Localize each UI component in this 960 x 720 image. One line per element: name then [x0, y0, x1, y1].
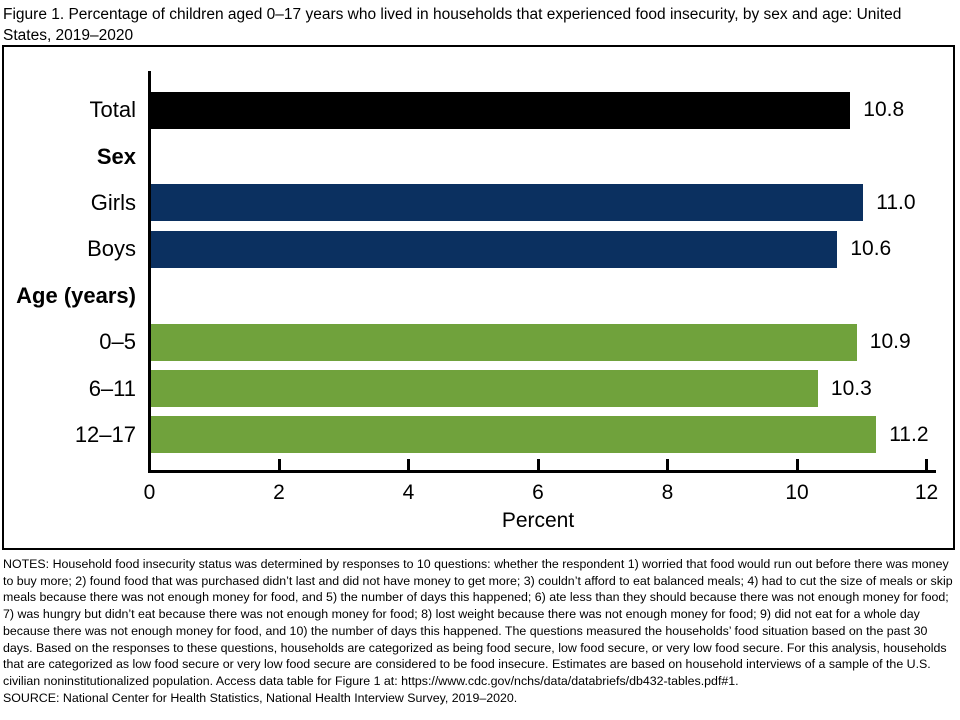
- category-label-girls: Girls: [90, 189, 136, 215]
- figure-title: Figure 1. Percentage of children aged 0–…: [3, 6, 902, 44]
- x-tick-label-8: 8: [661, 481, 674, 504]
- bar-row-0-5: 0–5 10.9: [4, 319, 953, 365]
- value-label-6-11: 10.3: [830, 376, 872, 400]
- bar-row-boys: Boys 10.6: [4, 226, 953, 272]
- value-label-0-5: 10.9: [869, 330, 911, 354]
- category-label-boys: Boys: [87, 236, 136, 262]
- bar-track-sex: [151, 138, 953, 175]
- bar-boys: 10.6: [151, 230, 891, 268]
- x-tick-6: [536, 459, 540, 470]
- bar-12-17: 11.2: [151, 416, 929, 454]
- bar-track-girls: 11.0: [151, 184, 953, 222]
- bar-row-girls: Girls 11.0: [4, 180, 953, 226]
- value-label-girls: 11.0: [876, 190, 916, 214]
- x-axis-line: [148, 470, 936, 473]
- x-tick-10: [795, 459, 799, 470]
- bar-girls: 11.0: [151, 184, 916, 222]
- category-label-12-17: 12–17: [74, 421, 136, 447]
- bar-row-12-17: 12–17 11.2: [4, 412, 953, 458]
- bar-track-6-11: 10.3: [151, 370, 953, 408]
- source-text: SOURCE: National Center for Health Stati…: [3, 690, 518, 705]
- bar-track-total: 10.8: [151, 91, 953, 129]
- category-label-sex: Sex: [96, 143, 136, 169]
- x-tick-12: [925, 459, 928, 470]
- x-tick-label-10: 10: [785, 481, 809, 504]
- bar-row-total: Total 10.8: [4, 87, 953, 133]
- x-tick-label-4: 4: [402, 481, 415, 504]
- notes-text: NOTES: Household food insecurity status …: [3, 557, 953, 688]
- value-label-12-17: 11.2: [889, 422, 929, 446]
- chart-plot-area: Total 10.8 Sex Girls 11.0 Boys 10.6 Age (years)…: [2, 45, 955, 550]
- bar-0-5: 10.9: [151, 323, 911, 361]
- bar-track-boys: 10.6: [151, 230, 953, 268]
- category-header-row-age-years: Age (years): [4, 273, 953, 319]
- category-label-6-11: 6–11: [88, 375, 136, 401]
- bar-rows-container: Total 10.8 Sex Girls 11.0 Boys 10.6 Age (years)…: [4, 87, 953, 458]
- category-label-0-5: 0–5: [99, 329, 136, 355]
- x-tick-2: [277, 459, 281, 470]
- x-tick-8: [666, 459, 669, 470]
- value-label-boys: 10.6: [850, 237, 892, 261]
- x-tick-4: [407, 459, 410, 470]
- category-header-row-sex: Sex: [4, 133, 953, 179]
- bar-6-11: 10.3: [151, 370, 872, 408]
- category-label-total: Total: [89, 97, 136, 123]
- bar-row-6-11: 6–11 10.3: [4, 365, 953, 411]
- bar-track-0-5: 10.9: [151, 323, 953, 361]
- bar-track-age-years: [151, 277, 953, 314]
- value-label-total: 10.8: [863, 98, 905, 122]
- bar-track-12-17: 11.2: [151, 416, 953, 454]
- x-axis-title: Percent: [501, 509, 575, 532]
- category-label-age-years: Age (years): [16, 282, 136, 308]
- figure-footnotes: NOTES: Household food insecurity status …: [3, 556, 957, 706]
- x-tick-label-12: 12: [914, 481, 939, 504]
- y-axis-line: [148, 71, 151, 473]
- x-tick-label-6: 6: [532, 481, 544, 504]
- bar-total: 10.8: [151, 91, 904, 129]
- x-tick-label-0: 0: [143, 481, 156, 504]
- x-tick-label-2: 2: [273, 481, 285, 504]
